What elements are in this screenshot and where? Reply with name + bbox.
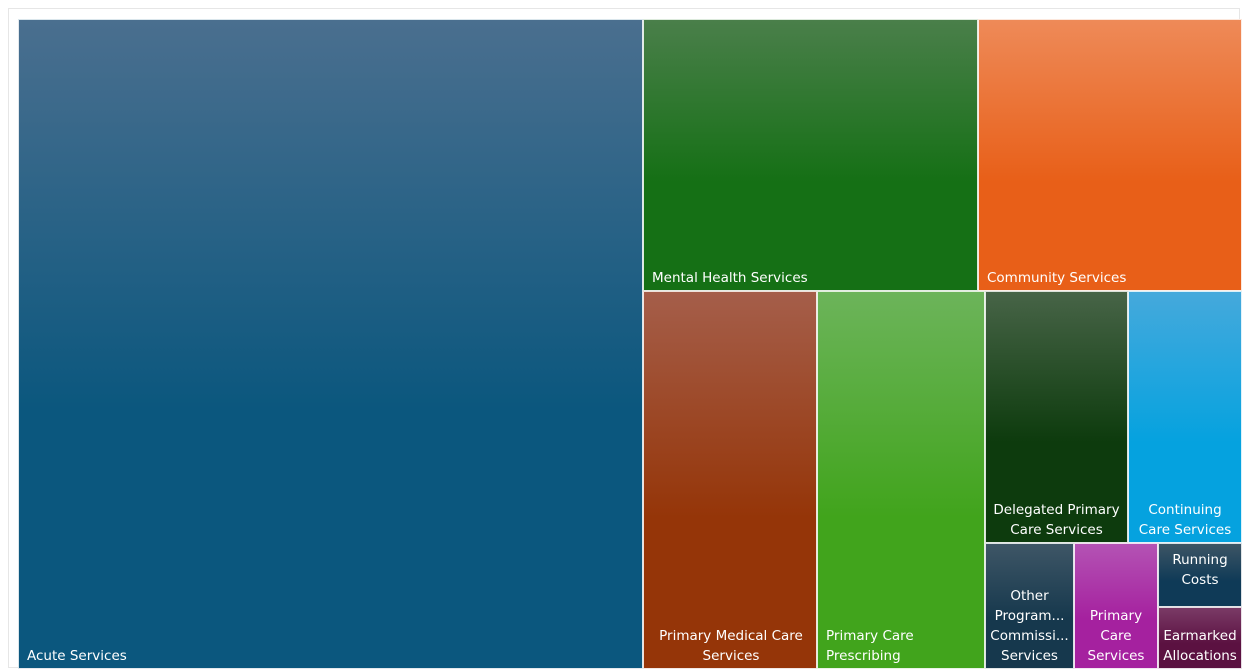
tile-label: Other Program... Commissi... Services bbox=[990, 588, 1069, 664]
tile-acute-services[interactable]: Acute Services bbox=[18, 19, 643, 669]
tile-label: Delegated Primary Care Services bbox=[993, 502, 1120, 538]
tile-earmarked-allocations[interactable]: Earmarked Allocations bbox=[1158, 607, 1242, 669]
tile-other-programme-commissioned-services[interactable]: Other Program... Commissi... Services bbox=[985, 543, 1074, 669]
tile-label: Mental Health Services bbox=[652, 270, 808, 286]
tile-label: Primary Care Prescribing bbox=[826, 628, 914, 664]
tile-label: Acute Services bbox=[27, 648, 127, 664]
tile-label: Primary Medical Care Services bbox=[659, 628, 803, 664]
tile-community-services[interactable]: Community Services bbox=[978, 19, 1242, 291]
tile-running-costs[interactable]: Running Costs bbox=[1158, 543, 1242, 607]
tile-primary-care-services[interactable]: Primary Care Services bbox=[1074, 543, 1158, 669]
tile-primary-care-prescribing[interactable]: Primary Care Prescribing bbox=[817, 291, 985, 669]
tile-primary-medical-care-services[interactable]: Primary Medical Care Services bbox=[643, 291, 817, 669]
tile-continuing-care-services[interactable]: Continuing Care Services bbox=[1128, 291, 1242, 543]
tile-delegated-primary-care-services[interactable]: Delegated Primary Care Services bbox=[985, 291, 1128, 543]
tile-label: Primary Care Services bbox=[1087, 608, 1145, 664]
tile-label: Earmarked Allocations bbox=[1163, 628, 1237, 664]
tile-label: Running Costs bbox=[1172, 552, 1228, 588]
tile-label: Continuing Care Services bbox=[1138, 502, 1232, 538]
tile-label: Community Services bbox=[987, 270, 1127, 286]
tile-mental-health-services[interactable]: Mental Health Services bbox=[643, 19, 978, 291]
